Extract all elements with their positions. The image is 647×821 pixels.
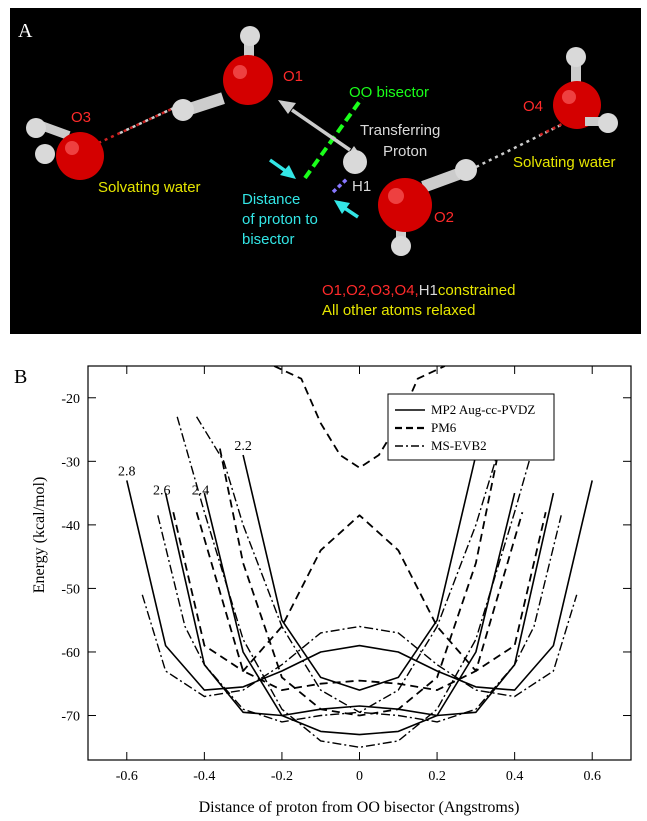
- x-axis-title: Distance of proton from OO bisector (Ang…: [199, 799, 520, 816]
- hydrogen-atom-h1: [343, 150, 367, 174]
- label-constraints: O1,O2,O3,O4,H1constrained: [322, 282, 515, 299]
- x-tick-label: 0.4: [506, 769, 524, 784]
- o3-bond-upper: [39, 121, 71, 140]
- label-relaxed: All other atoms relaxed: [322, 302, 475, 319]
- curve-label: 2.4: [192, 484, 210, 499]
- x-tick-label: -0.4: [193, 769, 215, 784]
- o4-bond-right: [585, 117, 607, 126]
- oxygen-highlight: [388, 188, 404, 204]
- cyan-arrow-lower-head: [334, 200, 350, 214]
- oxygen-highlight: [65, 141, 79, 155]
- hydrogen-atom: [455, 159, 477, 181]
- transfer-arrow-head-left: [278, 100, 296, 114]
- water-o4: [553, 47, 618, 133]
- series-line-mp2: [126, 480, 593, 691]
- o4-bond-up: [571, 62, 581, 88]
- label-solvating-right: Solvating water: [513, 154, 616, 171]
- x-axis-ticks: -0.6 -0.4 -0.2 0 0.2 0.4 0.6: [116, 366, 601, 784]
- proton-distance-line: [331, 176, 350, 194]
- series-line-evb: [196, 416, 523, 713]
- series-line-evb: [157, 515, 562, 723]
- y-tick-label: -50: [61, 582, 80, 597]
- legend-label-pm6: PM6: [431, 420, 457, 435]
- panel-b-letter: B: [14, 366, 27, 388]
- panel-a-background: [10, 8, 641, 334]
- oxygen-highlight: [562, 90, 576, 104]
- o1-bond-up: [244, 38, 254, 68]
- o2-bond-down: [396, 220, 406, 250]
- legend: MP2 Aug-cc-PVDZ PM6 MS-EVB2: [387, 393, 555, 461]
- cyan-arrow-upper-head: [280, 165, 296, 179]
- label-distance-3: bisector: [242, 231, 295, 248]
- water-o1: [223, 26, 273, 105]
- cyan-arrow-upper-shaft: [268, 158, 289, 174]
- x-tick-label: 0.6: [583, 769, 601, 784]
- y-tick-label: -30: [61, 455, 80, 470]
- hydrogen-atom: [26, 118, 46, 138]
- series-line-mp2: [242, 454, 477, 691]
- transfer-arrow-shaft: [291, 108, 351, 152]
- curve-label: 2.8: [118, 465, 136, 480]
- legend-label-mp2: MP2 Aug-cc-PVDZ: [431, 402, 535, 417]
- o1-bond-h: [185, 92, 225, 116]
- y-tick-label: -60: [61, 646, 80, 661]
- series-line-evb: [141, 594, 578, 698]
- constraint-yellow: constrained: [438, 282, 516, 299]
- y-tick-label: -40: [61, 519, 80, 534]
- x-tick-label: 0.2: [428, 769, 446, 784]
- curve-label: 2.6: [153, 484, 171, 499]
- hydrogen-atom: [35, 144, 55, 164]
- legend-label-evb: MS-EVB2: [431, 438, 487, 453]
- hydrogen-atom: [240, 26, 260, 46]
- oxygen-highlight: [233, 65, 247, 79]
- legend-box: [387, 393, 555, 461]
- panel-a: A: [10, 8, 641, 334]
- oxygen-atom-o1: [223, 55, 273, 105]
- x-tick-label: 0: [356, 769, 363, 784]
- x-tick-label: -0.6: [116, 769, 138, 784]
- hydrogen-atom: [566, 47, 586, 67]
- label-o4: O4: [523, 98, 543, 115]
- series-line-pm6: [273, 366, 446, 469]
- oxygen-atom-o3: [56, 132, 104, 180]
- label-solvating-left: Solvating water: [98, 179, 201, 196]
- hydrogen-atom: [172, 99, 194, 121]
- o2-bond-right: [421, 167, 463, 193]
- series-line-pm6: [195, 511, 524, 691]
- label-distance-2: of proton to: [242, 211, 318, 228]
- x-tick-label: -0.2: [271, 769, 293, 784]
- y-tick-label: -70: [61, 710, 80, 725]
- label-oo-bisector: OO bisector: [349, 84, 429, 101]
- chart-curves: [126, 366, 593, 748]
- panel-b: B -0.6 -0.4 -0.2 0 0.2 0.4 0.6 -70 -60 -50 -40 -30…: [14, 365, 632, 816]
- hydrogen-atom: [391, 236, 411, 256]
- y-axis-ticks: -70 -60 -50 -40 -30 -20: [61, 392, 631, 725]
- constraint-red: O1,O2,O3,O4,: [322, 282, 419, 299]
- hbond-o2-o4: [469, 116, 576, 172]
- y-axis-title: Energy (kcal/mol): [31, 477, 48, 594]
- label-distance-1: Distance: [242, 191, 300, 208]
- hydrogen-atom: [598, 113, 618, 133]
- series-line-mp2: [203, 492, 516, 736]
- curve-labels: 2.8 2.6 2.4 2.2: [118, 439, 252, 498]
- constraint-white: H1: [419, 282, 438, 299]
- panel-a-letter: A: [18, 20, 33, 42]
- water-o2: [378, 159, 477, 256]
- label-o3: O3: [71, 109, 91, 126]
- water-o3: [26, 118, 104, 180]
- series-line-evb: [176, 416, 543, 748]
- series-line-pm6: [219, 448, 500, 717]
- label-o2: O2: [434, 209, 454, 226]
- label-proton: Proton: [383, 143, 427, 160]
- label-o1: O1: [283, 68, 303, 85]
- curve-label: 2.2: [234, 439, 252, 454]
- label-h1: H1: [352, 178, 371, 195]
- y-tick-label: -20: [61, 392, 80, 407]
- series-line-mp2: [164, 492, 555, 717]
- hbond-o3-o1: [91, 104, 179, 148]
- series-line-pm6: [172, 511, 547, 672]
- label-transferring: Transferring: [360, 122, 440, 139]
- oxygen-atom-o2: [378, 178, 432, 232]
